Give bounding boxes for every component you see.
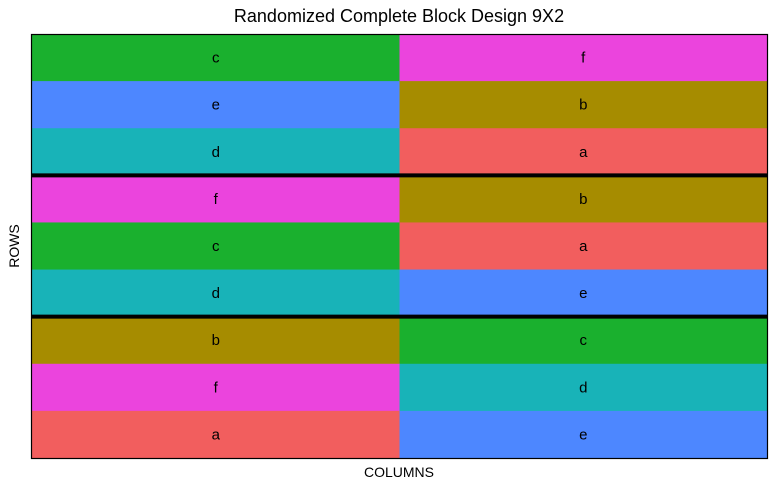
tile-label-r6-c2: e [579,285,587,302]
tile-label-r2-c2: b [579,97,587,114]
tile-label-r2-c1: e [212,97,220,114]
tile-r5-c2 [399,222,768,271]
tile-r6-c1 [32,269,400,318]
tile-r4-c1 [32,175,400,223]
tile-label-r1-c1: c [212,50,220,67]
tile-label-r6-c1: d [212,285,220,302]
tile-r9-c2 [399,410,768,459]
tile-label-r3-c2: a [579,144,588,161]
tile-r1-c2 [399,34,768,82]
tile-r8-c2 [399,363,768,412]
tile-label-r8-c1: f [214,379,219,396]
panel-border [30,33,769,460]
tile-label-r7-c2: c [580,332,588,349]
tile-label-r4-c1: f [214,191,219,208]
tile-r6-c2 [399,269,768,318]
x-axis-label: COLUMNS [364,464,434,480]
tile-label-r8-c2: d [579,379,587,396]
tile-r3-c2 [399,128,768,176]
tile-label-r5-c1: c [212,238,220,255]
tile-label-r7-c1: b [212,332,220,349]
tile-r5-c1 [32,222,400,271]
block-dividers [32,173,767,319]
tile-r3-c1 [32,128,400,176]
cells-layer: c f e b d a f b c a d e b c f d a e [32,34,768,459]
tile-r1-c1 [32,34,400,82]
tile-label-r1-c2: f [581,50,586,67]
y-axis-label: ROWS [6,224,22,268]
tile-label-r5-c2: a [579,238,588,255]
tile-label-r4-c2: b [579,191,587,208]
tile-label-r9-c2: e [579,426,587,443]
tile-r7-c2 [399,316,768,365]
tile-r7-c1 [32,316,400,365]
tile-r9-c1 [32,410,400,459]
tile-label-r9-c1: a [212,426,221,443]
chart-title: Randomized Complete Block Design 9X2 [234,6,564,26]
tile-r4-c2 [399,175,768,223]
tile-r2-c2 [399,81,768,129]
tile-r8-c1 [32,363,400,412]
tile-r2-c1 [32,81,400,129]
tile-label-r3-c1: d [212,144,220,161]
